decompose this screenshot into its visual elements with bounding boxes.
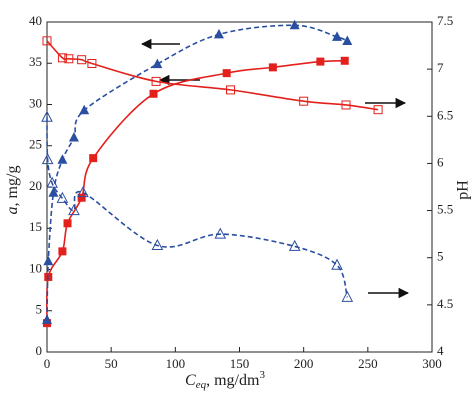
x-tick-label: 200: [294, 356, 314, 371]
point: [77, 55, 87, 65]
point: [41, 110, 53, 122]
point: [342, 35, 353, 45]
y-tick-label: 5: [36, 302, 43, 317]
point: [214, 227, 227, 239]
point: [77, 193, 86, 202]
point: [332, 31, 343, 41]
point: [151, 76, 161, 86]
y2-tick-label: 7: [437, 60, 444, 75]
y-tick-label: 15: [29, 219, 42, 234]
point: [89, 154, 98, 163]
point: [149, 89, 158, 98]
y2-axis-label: pH: [455, 180, 472, 200]
y-tick-label: 20: [29, 178, 42, 193]
y-tick-label: 30: [29, 95, 42, 110]
point: [289, 19, 300, 30]
y-tick-label: 0: [36, 343, 43, 358]
point: [42, 314, 52, 324]
point: [77, 186, 89, 198]
point: [373, 105, 383, 115]
y-tick-label: 25: [29, 137, 42, 152]
point: [46, 176, 58, 188]
y2-tick-label: 5: [437, 249, 444, 264]
point: [268, 63, 277, 72]
y2-tick-label: 7.5: [437, 13, 453, 28]
point: [152, 58, 163, 69]
y-axis-label: a, mg/g: [4, 166, 21, 215]
y2-tick-label: 6.5: [437, 107, 453, 122]
point: [288, 239, 301, 251]
x-axis-label: Ceq, mg/dm3: [185, 369, 265, 391]
x-tick-label: 150: [230, 356, 250, 371]
x-tick-label: 0: [44, 356, 51, 371]
point: [213, 28, 224, 39]
point: [316, 57, 325, 66]
point: [79, 104, 90, 115]
point: [341, 290, 354, 302]
point: [48, 187, 59, 197]
point: [87, 58, 97, 68]
point: [151, 238, 164, 250]
point: [58, 247, 67, 256]
point: [64, 54, 74, 64]
point: [57, 154, 68, 164]
y-tick-label: 40: [29, 13, 42, 28]
point: [331, 258, 343, 270]
x-tick-label: 100: [166, 356, 186, 371]
point: [56, 191, 69, 203]
point: [42, 36, 52, 46]
x-tick-label: 250: [358, 356, 378, 371]
y-tick-label: 10: [29, 260, 42, 275]
point: [68, 132, 79, 142]
fit-line: [46, 24, 348, 320]
y-tick-label: 35: [29, 54, 42, 69]
fit-line: [46, 117, 349, 298]
point: [41, 153, 54, 165]
y2-tick-label: 5.5: [437, 202, 453, 217]
point: [226, 85, 236, 95]
y2-tick-label: 4: [437, 343, 444, 358]
y2-tick-label: 4.5: [437, 296, 453, 311]
point: [68, 203, 80, 216]
x-tick-label: 50: [105, 356, 118, 371]
point: [57, 53, 67, 63]
x-tick-label: 300: [422, 356, 442, 371]
point: [340, 56, 349, 65]
point: [43, 255, 54, 266]
point: [63, 219, 72, 228]
point: [341, 100, 351, 110]
point: [222, 69, 231, 78]
y2-tick-label: 6: [437, 154, 444, 169]
point: [299, 96, 309, 106]
